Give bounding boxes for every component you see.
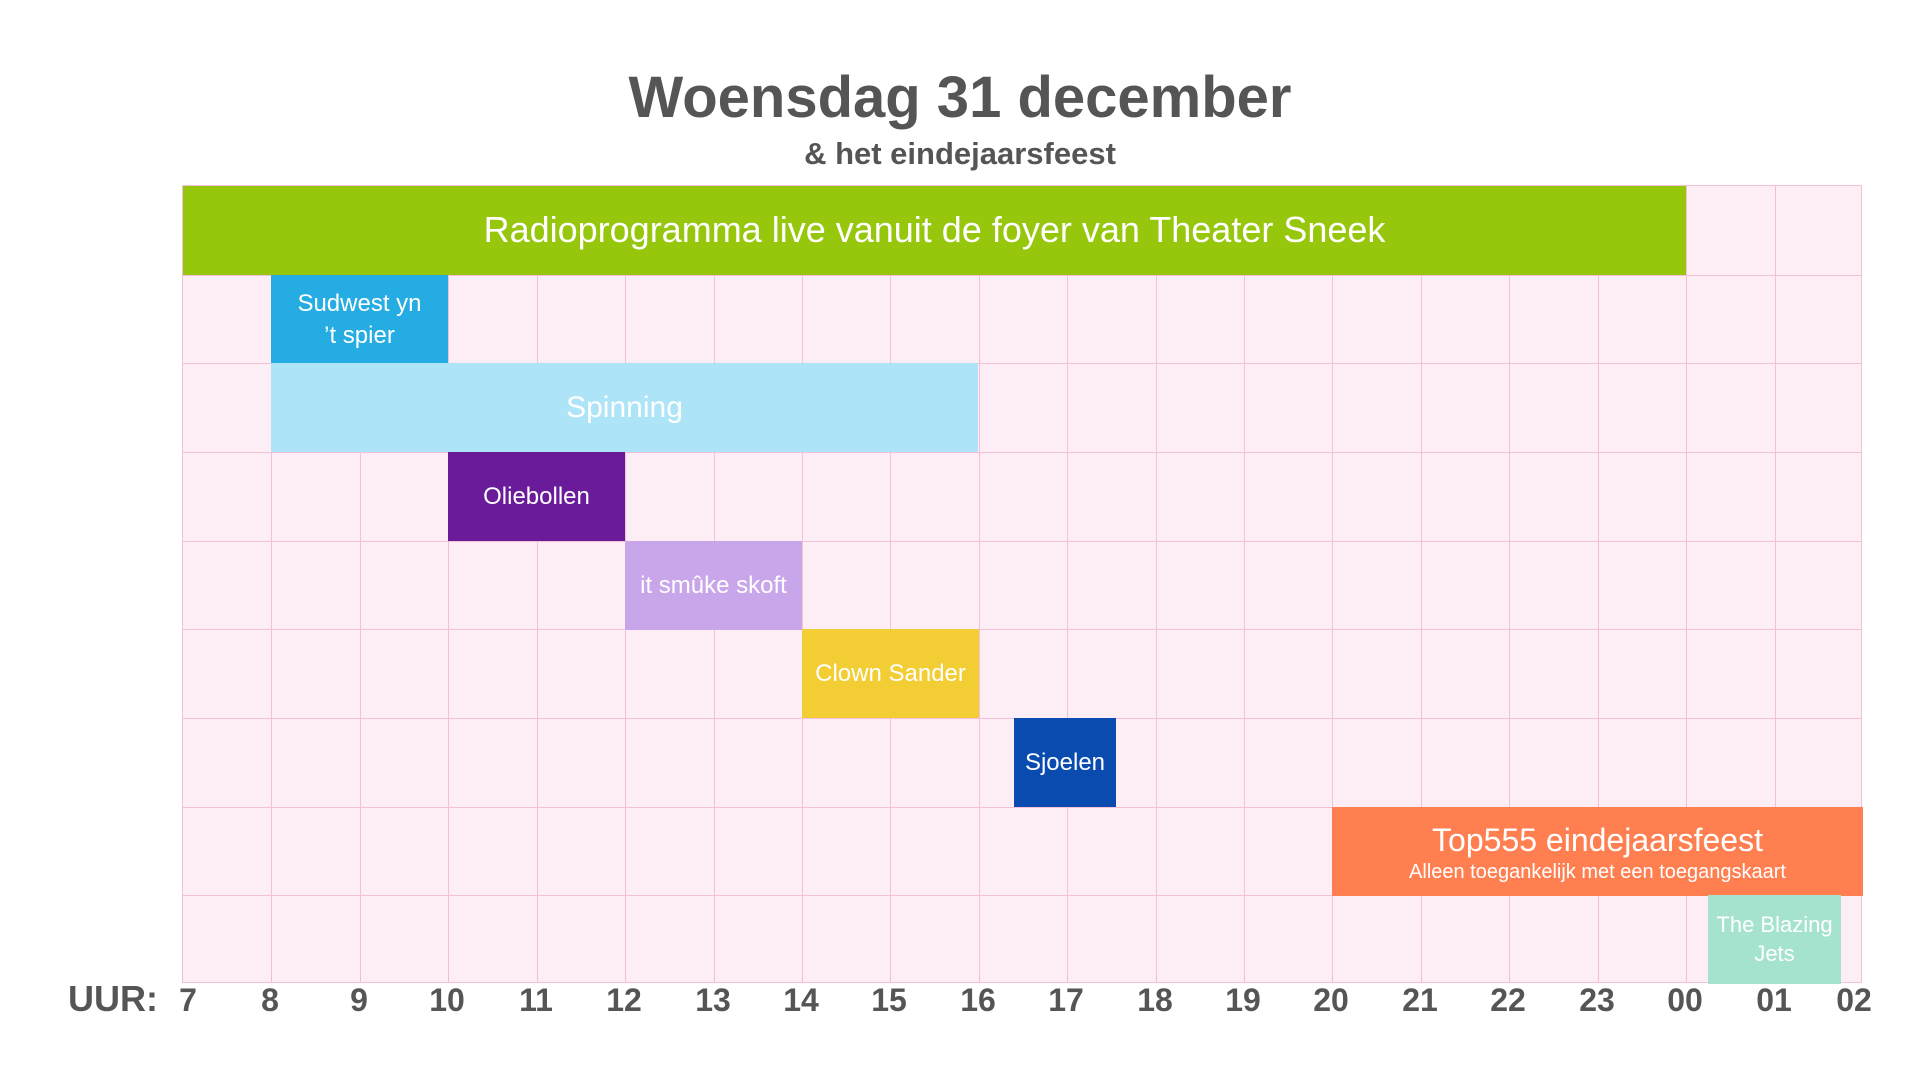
grid-vertical-line — [979, 186, 980, 982]
event-radioprogramma: Radioprogramma live vanuit de foyer van … — [183, 186, 1686, 275]
event-label: Top555 eindejaarsfeest — [1432, 821, 1763, 858]
grid-vertical-line — [1067, 186, 1068, 982]
grid-vertical-line — [271, 186, 272, 982]
event-top555-eindejaarsfeest: Top555 eindejaarsfeest Alleen toegankelij… — [1332, 807, 1863, 896]
hour-tick-label: 01 — [1756, 982, 1792, 1018]
grid-vertical-line — [1775, 186, 1776, 982]
grid-vertical-line — [890, 186, 891, 982]
event-sublabel: Alleen toegankelijk met een toegangskaar… — [1409, 861, 1786, 884]
grid-vertical-line — [802, 186, 803, 982]
event-label: Spinning — [566, 391, 683, 424]
event-label: Sudwest yn ’t spier — [297, 290, 422, 349]
event-label: The Blazing Jets — [1716, 911, 1833, 966]
grid-horizontal-line — [183, 629, 1861, 630]
hour-tick-label: 8 — [261, 982, 279, 1018]
hour-tick-label: 12 — [606, 982, 642, 1018]
hour-tick-label: 22 — [1490, 982, 1526, 1018]
hour-tick-label: 10 — [429, 982, 465, 1018]
hour-tick-label: 21 — [1402, 982, 1438, 1018]
grid-vertical-line — [1332, 186, 1333, 982]
grid-vertical-line — [537, 186, 538, 982]
event-oliebollen: Oliebollen — [448, 452, 625, 541]
hour-axis-label: UUR: — [68, 978, 158, 1019]
grid-vertical-line — [448, 186, 449, 982]
hour-tick-label: 11 — [519, 982, 553, 1018]
grid-horizontal-line — [183, 363, 1861, 364]
event-clown-sander: Clown Sander — [802, 629, 979, 718]
page-subtitle: & het eindejaarsfeest — [804, 136, 1116, 171]
grid-vertical-line — [360, 186, 361, 982]
grid-horizontal-line — [183, 895, 1861, 896]
grid-horizontal-line — [183, 807, 1861, 808]
hour-tick-label: 14 — [783, 982, 819, 1018]
hour-tick-label: 7 — [179, 982, 197, 1018]
hour-tick-label: 9 — [350, 982, 368, 1018]
page-title: Woensdag 31 december — [628, 65, 1292, 130]
hour-tick-label: 18 — [1137, 982, 1173, 1018]
event-it-smuke-skoft: it smûke skoft — [625, 541, 802, 630]
event-spinning: Spinning — [271, 363, 978, 452]
hour-tick-label: 02 — [1836, 982, 1872, 1018]
hour-tick-label: 19 — [1225, 982, 1261, 1018]
event-label: Sjoelen — [1024, 748, 1106, 776]
hour-tick-label: 23 — [1579, 982, 1615, 1018]
hour-tick-label: 20 — [1313, 982, 1349, 1018]
event-sudwest-yn-t-spier: Sudwest yn ’t spier — [271, 275, 448, 364]
grid-vertical-line — [1509, 186, 1510, 982]
grid-vertical-line — [1598, 186, 1599, 982]
event-sjoelen: Sjoelen — [1014, 718, 1116, 807]
grid-horizontal-line — [183, 541, 1861, 542]
event-label: it smûke skoft — [640, 571, 787, 599]
grid-vertical-line — [1686, 186, 1687, 982]
hour-tick-label: 00 — [1667, 982, 1703, 1018]
hour-tick-label: 13 — [695, 982, 731, 1018]
event-label: Clown Sander — [815, 659, 966, 687]
event-label: Radioprogramma live vanuit de foyer van … — [483, 209, 1386, 251]
grid-vertical-line — [1156, 186, 1157, 982]
hour-tick-label: 15 — [871, 982, 907, 1018]
hour-tick-label: 17 — [1048, 982, 1084, 1018]
grid-horizontal-line — [183, 275, 1861, 276]
schedule-grid: Radioprogramma live vanuit de foyer van … — [182, 185, 1863, 984]
event-the-blazing-jets: The Blazing Jets — [1708, 895, 1841, 984]
event-label: Oliebollen — [483, 482, 590, 510]
hour-tick-label: 16 — [960, 982, 996, 1018]
grid-horizontal-line — [183, 452, 1861, 453]
grid-vertical-line — [1244, 186, 1245, 982]
grid-vertical-line — [1421, 186, 1422, 982]
